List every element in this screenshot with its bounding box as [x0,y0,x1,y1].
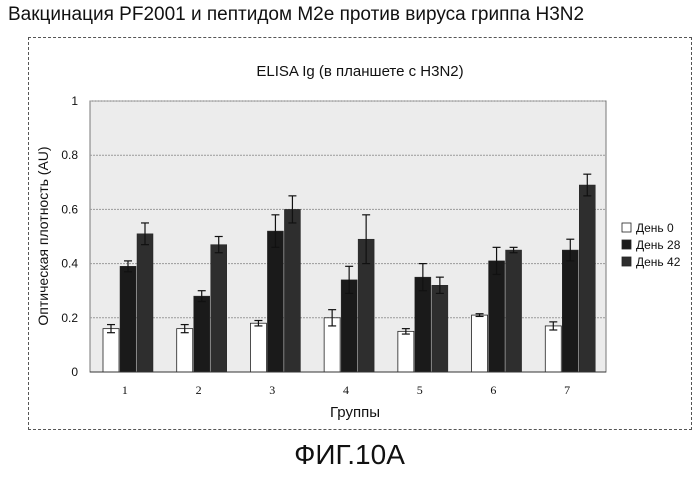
y-tick-label: 0.2 [61,311,78,325]
y-tick-label: 0.8 [61,148,78,162]
x-tick-label: 7 [564,383,570,397]
x-tick-label: 1 [122,383,128,397]
legend-label: День 28 [636,238,681,252]
y-tick-label: 0 [71,365,78,379]
chart-title: ELISA Ig (в планшете с H3N2) [256,63,463,80]
bar-day0 [544,325,562,373]
bar-day0 [397,330,415,373]
bar-day28 [414,276,432,373]
bar-day42 [505,249,522,373]
figure-caption: ФИГ.10А [294,439,405,470]
bar-day0 [176,328,194,373]
bar-day28 [119,266,137,373]
y-tick-label: 0.6 [61,202,78,216]
bar-day42 [284,209,301,373]
legend-swatch [621,222,632,233]
y-tick-label: 0.4 [61,257,78,271]
x-tick-label: 3 [269,383,275,397]
legend-swatch [621,256,632,267]
bar-day28 [562,249,579,373]
chart-frame [28,37,692,430]
bar-day42 [136,233,154,373]
legend-label: День 42 [636,255,681,269]
bar-day0 [250,322,267,373]
x-axis-label: Группы [330,404,380,421]
x-tick-label: 5 [417,383,423,397]
page-title: Вакцинация PF2001 и пептидом M2e против … [8,4,585,25]
y-axis-label: Оптическая плотность (AU) [35,146,51,325]
legend-label: День 0 [636,221,674,235]
x-tick-label: 6 [490,383,496,397]
legend-swatch [621,239,632,250]
x-tick-label: 2 [196,383,202,397]
bar-day28 [267,230,284,373]
bar-day0 [471,314,488,373]
y-tick-label: 1 [71,94,78,108]
bar-day42 [579,184,596,373]
bar-day28 [193,295,210,373]
bar-day42 [431,285,449,373]
x-tick-label: 4 [343,383,349,397]
bar-day0 [102,328,120,373]
bar-day28 [488,260,505,373]
legend: День 0 День 28 День 42 [621,221,681,269]
bar-day42 [210,244,227,373]
